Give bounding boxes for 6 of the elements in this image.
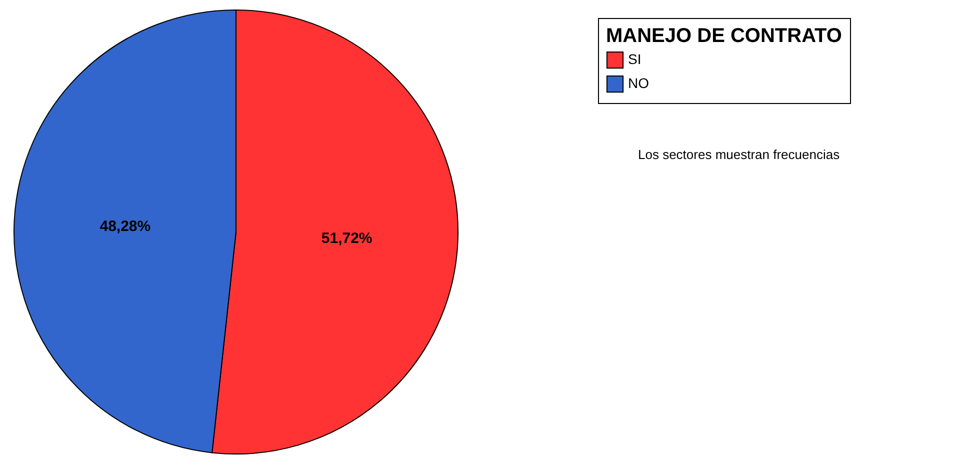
legend-label: SI (628, 51, 642, 67)
data-label: 48,28% (100, 218, 151, 236)
data-label: 51,72% (321, 230, 372, 247)
legend-label: NO (628, 75, 650, 91)
text: Los sectores muestran frecuencias (638, 147, 840, 162)
legend-title: MANEJO DE CONTRATO (606, 25, 842, 47)
